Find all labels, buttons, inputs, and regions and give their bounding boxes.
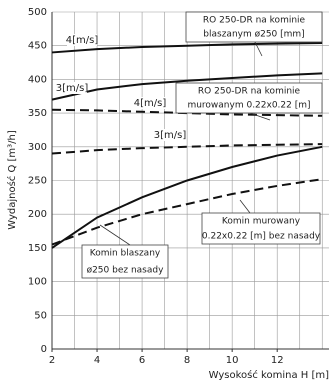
line-label: 3[m/s]	[56, 83, 89, 94]
y-tick-label: 0	[41, 344, 47, 355]
y-tick-label: 100	[28, 277, 47, 288]
line-label: 4[m/s]	[66, 35, 99, 46]
label-bg	[155, 129, 185, 141]
annotation-box	[81, 244, 169, 279]
y-tick-label: 350	[28, 108, 47, 119]
annotation-box	[201, 212, 321, 245]
annotation-text: Komin blaszany	[90, 249, 161, 259]
leader-line	[99, 224, 131, 246]
y-axis-label: Wydajność Q [m³/h]	[6, 130, 18, 230]
x-tick-label: 6	[139, 355, 145, 366]
label-bg	[67, 34, 97, 46]
y-tick-label: 150	[28, 243, 47, 254]
annotation-text: RO 250-DR na kominie	[203, 16, 306, 26]
annotation-text: murowanym 0.22x0.22 [m]	[187, 101, 310, 111]
x-axis-label: Wysokość komina H [m]	[209, 369, 329, 381]
line-series	[51, 143, 323, 155]
line-label: 3[m/s]	[154, 130, 187, 141]
x-tick-label: 4	[94, 355, 100, 366]
annotation-text: ø250 bez nasady	[87, 266, 165, 276]
y-tick-label: 400	[28, 74, 47, 85]
x-tick-label: 10	[226, 355, 239, 366]
annotation-box	[185, 11, 323, 43]
line-series	[51, 145, 323, 249]
annotation-text: 0.22x0.22 [m] bez nasady	[202, 232, 321, 242]
x-tick-label: 8	[184, 355, 190, 366]
leader-line	[249, 112, 271, 121]
leader-line	[254, 41, 263, 57]
y-tick-label: 200	[28, 209, 47, 220]
y-tick-label: 500	[28, 7, 47, 18]
y-tick-label: 300	[28, 142, 47, 153]
label-bg	[57, 82, 87, 94]
y-tick-label: 250	[28, 176, 47, 187]
line-series	[51, 42, 323, 54]
annotation-text: Komin murowany	[222, 217, 301, 227]
line-label: 4[m/s]	[134, 98, 167, 109]
leader-line	[239, 199, 251, 214]
label-bg	[135, 97, 165, 109]
x-tick-label: 2	[49, 355, 55, 366]
annotation-box	[175, 82, 323, 114]
x-tick-label: 12	[271, 355, 284, 366]
line-series	[51, 108, 323, 117]
line-series	[51, 178, 323, 246]
y-tick-label: 450	[28, 41, 47, 52]
line-series	[51, 72, 323, 101]
y-tick-label: 50	[34, 310, 47, 321]
annotation-text: RO 250-DR na kominie	[198, 87, 301, 97]
annotation-text: blaszanym ø250 [mm]	[203, 30, 304, 40]
